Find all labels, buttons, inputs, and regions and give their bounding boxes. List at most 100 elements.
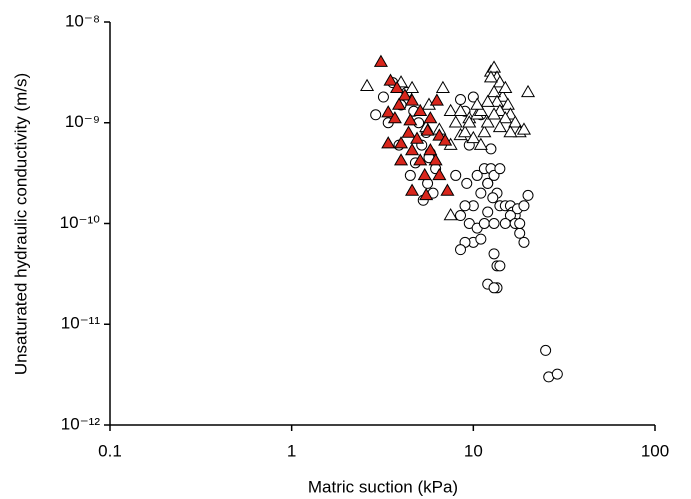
data-point (383, 73, 398, 86)
x-tick-label: 1 (287, 441, 296, 460)
data-point (500, 97, 515, 110)
data-point (508, 115, 523, 128)
data-point (377, 91, 389, 103)
data-point (475, 187, 487, 199)
data-point (459, 200, 471, 212)
data-point (518, 200, 530, 212)
data-point (413, 103, 428, 116)
data-point (483, 70, 498, 83)
data-point (438, 133, 453, 146)
data-point (420, 123, 435, 136)
data-point (413, 153, 428, 166)
data-point (462, 115, 477, 128)
data-point (455, 244, 467, 256)
data-point (404, 169, 416, 181)
y-tick-label: 10⁻¹¹ (61, 314, 101, 333)
data-point (423, 111, 438, 124)
data-point (514, 218, 526, 229)
data-point (443, 103, 458, 116)
x-tick-label: 0.1 (98, 441, 122, 460)
data-point (494, 163, 506, 175)
data-point (405, 80, 420, 93)
data-point (461, 177, 473, 189)
data-point (389, 80, 405, 93)
data-point (498, 111, 513, 124)
data-point (477, 125, 492, 138)
data-point (492, 119, 507, 133)
data-point (516, 122, 532, 135)
data-point (540, 344, 552, 356)
y-tick-label: 10⁻⁹ (65, 112, 100, 131)
data-point (471, 169, 483, 181)
data-point (494, 260, 506, 272)
data-point (405, 93, 420, 106)
data-point (488, 218, 500, 229)
data-point (498, 80, 513, 93)
data-point (432, 128, 447, 141)
data-point (381, 136, 396, 149)
data-point (428, 153, 443, 166)
data-point (514, 227, 526, 239)
y-tick-label: 10⁻⁸ (65, 11, 100, 30)
y-axis-label: Unsaturated hydraulic conductivity (m/s) (11, 73, 30, 375)
data-point (455, 210, 467, 222)
data-point (397, 88, 412, 101)
data-point (417, 167, 432, 181)
data-point (392, 97, 407, 110)
data-point (482, 177, 494, 189)
data-point (485, 143, 497, 155)
data-point (470, 97, 485, 110)
x-tick-label: 10 (464, 441, 483, 460)
data-point (466, 130, 481, 144)
data-point (487, 192, 499, 204)
data-point (387, 111, 402, 124)
data-point (443, 208, 458, 221)
data-point (455, 94, 467, 106)
data-point (551, 368, 563, 380)
y-tick-label: 10⁻¹² (61, 414, 101, 433)
data-point (486, 107, 502, 120)
data-point (401, 125, 416, 138)
data-point (370, 109, 382, 121)
data-point (432, 167, 447, 181)
data-point (478, 218, 490, 229)
y-tick-label: 10⁻¹⁰ (60, 213, 101, 232)
data-point (419, 187, 434, 201)
x-axis-label: Matric suction (kPa) (308, 477, 458, 496)
data-point (473, 137, 488, 150)
data-point (435, 80, 450, 93)
data-point (373, 54, 388, 67)
data-point (522, 189, 534, 201)
data-point (423, 143, 438, 156)
data-point (503, 125, 518, 138)
data-point (475, 233, 487, 245)
data-point (453, 103, 468, 116)
data-point (504, 210, 516, 222)
data-point (457, 125, 473, 138)
data-point (489, 94, 505, 107)
data-point (405, 183, 420, 196)
data-point (480, 115, 495, 128)
data-point (488, 248, 500, 260)
data-point (480, 94, 495, 107)
data-point (410, 131, 425, 144)
data-point (486, 60, 502, 73)
data-point (450, 169, 462, 181)
data-point (403, 113, 418, 126)
data-point (429, 93, 444, 106)
data-point (394, 136, 409, 149)
data-point (405, 143, 420, 156)
data-point (440, 183, 455, 196)
data-point (518, 236, 530, 248)
data-point (394, 153, 409, 166)
data-point (520, 84, 536, 98)
data-point (488, 282, 500, 294)
data-point (360, 78, 375, 92)
data-point (482, 206, 494, 218)
x-tick-label: 100 (641, 441, 669, 460)
data-point (486, 84, 502, 98)
data-point (467, 91, 479, 103)
data-point (448, 115, 463, 128)
data-point (381, 105, 396, 118)
